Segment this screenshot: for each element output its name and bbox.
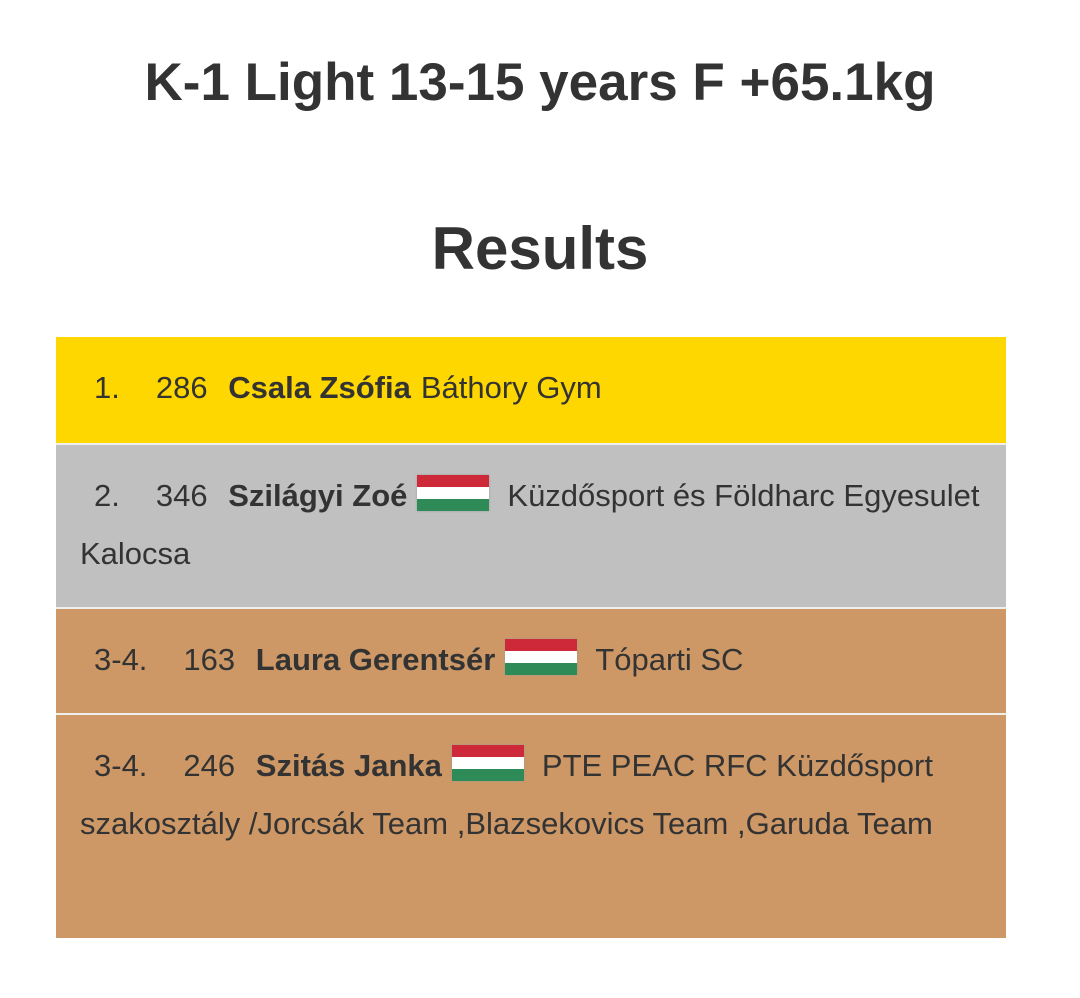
results-table: 1. 286 Csala Zsófia Báthory Gym 2. 346 Szil…	[56, 337, 1006, 938]
bib-number: 163	[183, 642, 236, 677]
club-name: Báthory Gym	[420, 370, 602, 405]
hungary-flag-icon	[451, 745, 524, 781]
club-name: Küzdősport és Földharc Egyesulet Kalocsa	[80, 478, 980, 571]
athlete-name: Szitás Janka	[255, 748, 442, 783]
club-name: PTE PEAC RFC Küzdősport szakosztály /Jor…	[80, 748, 933, 841]
bib-number: 286	[155, 370, 208, 405]
athlete-name: Laura Gerentsér	[255, 642, 496, 677]
hungary-flag-icon	[505, 639, 578, 675]
result-row-bronze: 3-4. 163 Laura Gerentsér Tóparti SC	[56, 609, 1006, 715]
club-name: Tóparti SC	[595, 642, 744, 677]
bib-number: 246	[183, 748, 236, 783]
bib-number: 346	[155, 478, 208, 513]
result-row-silver: 2. 346 Szilágyi Zoé Küzdősport és Földharc…	[56, 445, 1006, 609]
rank: 2.	[94, 478, 120, 513]
rank: 3-4.	[94, 642, 148, 677]
athlete-name: Szilágyi Zoé	[228, 478, 408, 513]
rank: 3-4.	[94, 748, 148, 783]
rank: 1.	[94, 370, 120, 405]
hungary-flag-icon	[417, 475, 490, 511]
athlete-name: Csala Zsófia	[228, 370, 411, 405]
result-row-gold: 1. 286 Csala Zsófia Báthory Gym	[56, 337, 1006, 445]
result-row-bronze: 3-4. 246 Szitás Janka PTE PEAC RFC Küzdősp…	[56, 715, 1006, 938]
results-heading: Results	[431, 215, 649, 282]
page-title: K-1 Light 13-15 years F +65.1kg	[144, 53, 936, 112]
